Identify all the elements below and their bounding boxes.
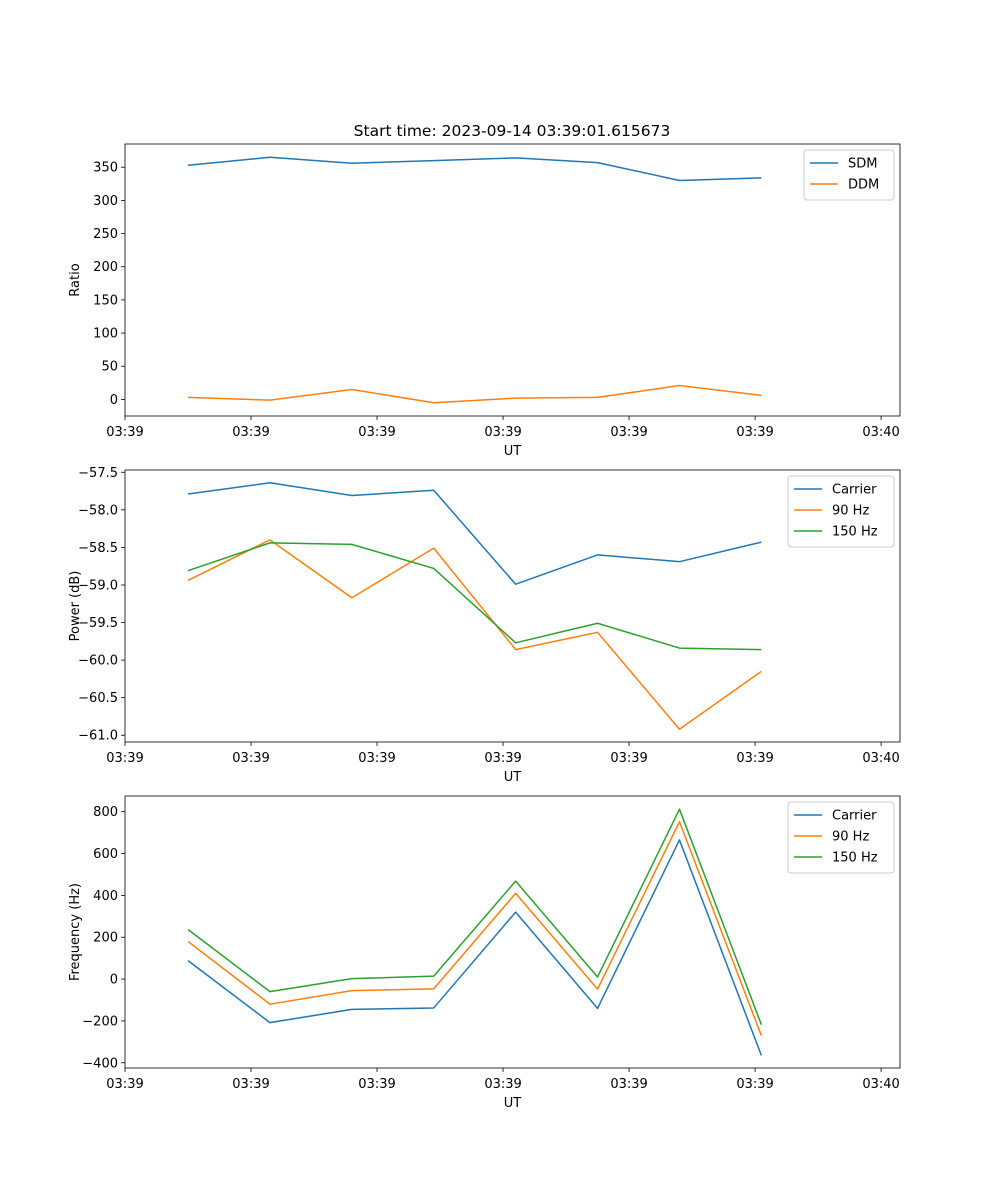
y-tick-label: 600 [93,847,118,862]
axes-frame [124,795,901,1069]
series-line-sdm [187,156,762,182]
legend-label: Carrier [832,483,877,498]
series-line-90-hz [187,539,762,730]
legend-label: 90 Hz [832,830,869,845]
y-tick-label: 200 [93,260,118,275]
y-tick-label: 250 [93,227,118,242]
y-axis-label: Power (dB) [68,571,83,642]
series-line-150-hz [187,542,762,651]
x-tick-label: 03:39 [484,1077,521,1092]
y-tick-label: 50 [101,360,118,375]
y-axis-label: Ratio [68,263,83,296]
x-tick-label: 03:39 [232,425,269,440]
x-tick-label: 03:39 [106,425,143,440]
y-tick-label: −58.5 [78,541,118,556]
x-tick-label: 03:39 [736,425,773,440]
y-tick-label: −58.0 [78,503,118,518]
legend-label: 90 Hz [832,504,869,519]
legend: Carrier 90 Hz 150 Hz [787,475,895,548]
y-tick-label: −59.0 [78,578,118,593]
x-tick-label: 03:39 [232,1077,269,1092]
y-tick-label: −400 [82,1056,118,1071]
subplots: 03:39 03:39 03:39 03:39 03:39 03:39 03:40 0 50 10… [68,143,901,1111]
legend-label: Carrier [832,809,877,824]
y-tick-label: 800 [93,805,118,820]
legend-label: DDM [848,178,879,193]
y-axis-label: Frequency (Hz) [68,883,83,981]
x-tick-label: 03:39 [610,425,647,440]
x-tick-label: 03:39 [610,1077,647,1092]
figure-title: Start time: 2023-09-14 03:39:01.615673 [354,122,671,140]
legend-label: SDM [848,157,877,172]
y-tick-label: −61.0 [78,729,118,744]
y-tick-label: 0 [110,973,118,988]
y-tick-label: 400 [93,889,118,904]
legend-box [787,801,895,874]
y-tick-label: 100 [93,327,118,342]
x-axis-label: UT [504,770,522,785]
x-axis-label: UT [504,1096,522,1111]
y-tick-label: −57.5 [78,466,118,481]
x-tick-label: 03:40 [862,425,899,440]
x-tick-label: 03:39 [358,751,395,766]
x-tick-label: 03:39 [106,751,143,766]
x-tick-label: 03:39 [358,425,395,440]
series-line-150-hz [187,808,763,1025]
y-tick-label: 300 [93,194,118,209]
y-tick-label: −200 [82,1014,118,1029]
x-tick-label: 03:39 [484,751,521,766]
x-tick-label: 03:40 [862,751,899,766]
x-tick-label: 03:39 [358,1077,395,1092]
y-tick-label: 150 [93,293,118,308]
subplot-2: 03:39 03:39 03:39 03:39 03:39 03:39 03:40 −61.0… [68,466,901,785]
legend-label: 150 Hz [832,851,878,866]
y-tick-label: 200 [93,931,118,946]
x-tick-label: 03:39 [484,425,521,440]
legend-label: 150 Hz [832,525,878,540]
series-line-ddm [187,384,762,404]
legend-box [787,475,895,548]
y-tick-label: 350 [93,161,118,176]
series-line-carrier [187,839,763,1056]
y-tick-label: 0 [110,393,118,408]
series-line-carrier [187,482,762,585]
y-tick-label: −60.5 [78,691,118,706]
axes-frame [124,469,901,743]
subplot-3: 03:39 03:39 03:39 03:39 03:39 03:39 03:40 −400 −… [68,795,901,1111]
legend: SDM DDM [803,149,895,201]
y-tick-label: −59.5 [78,616,118,631]
x-axis-label: UT [504,444,522,459]
x-tick-label: 03:39 [736,751,773,766]
x-tick-label: 03:39 [610,751,647,766]
subplot-1: 03:39 03:39 03:39 03:39 03:39 03:39 03:40 0 50 10… [68,143,901,459]
legend: Carrier 90 Hz 150 Hz [787,801,895,874]
y-tick-label: −60.0 [78,654,118,669]
x-tick-label: 03:39 [736,1077,773,1092]
series-line-90-hz [187,820,763,1036]
axes-frame [124,143,901,417]
x-tick-label: 03:40 [862,1077,899,1092]
x-tick-label: 03:39 [106,1077,143,1092]
x-tick-label: 03:39 [232,751,269,766]
